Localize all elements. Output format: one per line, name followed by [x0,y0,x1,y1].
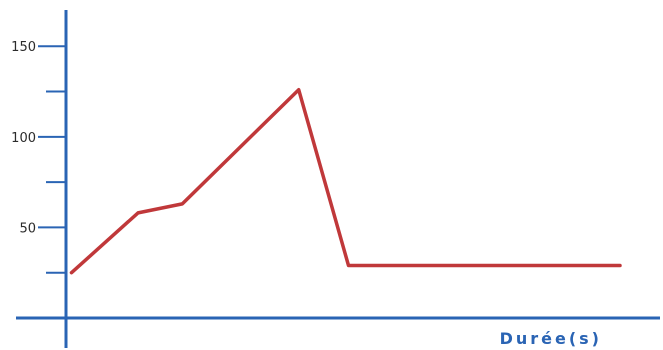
x-axis-title: Durée(s) [500,329,602,348]
series-line [69,87,622,275]
y-tick-label: 150 [11,40,36,55]
y-ticks: 50 100 150 [11,40,66,274]
y-tick-label: 50 [19,221,36,236]
series-layer [69,87,622,275]
y-tick-label: 100 [11,131,36,146]
